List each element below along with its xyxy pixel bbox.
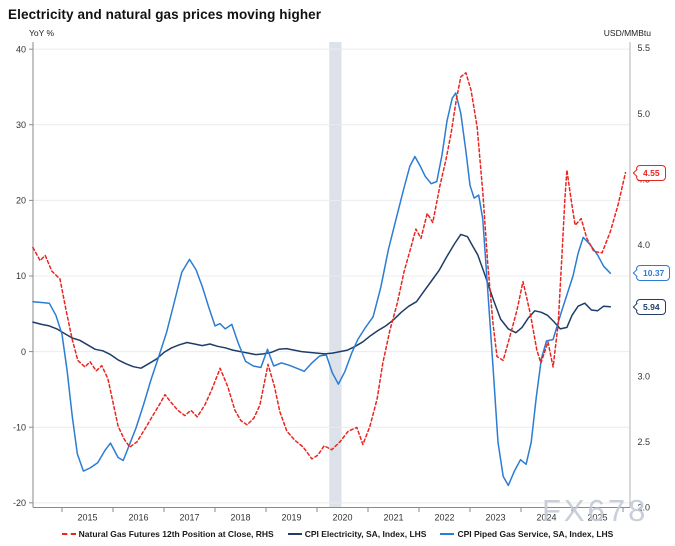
svg-text:2017: 2017	[179, 513, 199, 523]
solid-line-swatch-icon	[440, 533, 455, 535]
legend-item-electricity: CPI Electricity, SA, Index, LHS	[287, 529, 427, 539]
series-line-0	[32, 72, 627, 460]
last-value-label-piped-gas: 10.37	[636, 265, 671, 282]
svg-text:2015: 2015	[77, 513, 97, 523]
svg-text:2025: 2025	[587, 513, 607, 523]
svg-text:2021: 2021	[383, 513, 403, 523]
svg-text:2018: 2018	[230, 513, 250, 523]
svg-text:-10: -10	[13, 422, 26, 432]
svg-text:0: 0	[21, 347, 26, 357]
svg-text:20: 20	[16, 196, 26, 206]
legend-label: CPI Electricity, SA, Index, LHS	[304, 529, 427, 539]
svg-text:2022: 2022	[434, 513, 454, 523]
svg-text:2019: 2019	[281, 513, 301, 523]
svg-text:30: 30	[16, 120, 26, 130]
svg-text:4.0: 4.0	[638, 240, 651, 250]
svg-text:2024: 2024	[536, 513, 556, 523]
chart-legend: Natural Gas Futures 12th Position at Clo…	[0, 529, 675, 539]
svg-text:-20: -20	[13, 498, 26, 508]
series-line-2	[32, 92, 612, 487]
left-axis-unit: YoY %	[29, 28, 55, 38]
legend-label: CPI Piped Gas Service, SA, Index, LHS	[457, 529, 614, 539]
legend-item-piped-gas: CPI Piped Gas Service, SA, Index, LHS	[440, 529, 613, 539]
svg-text:2016: 2016	[128, 513, 148, 523]
dashed-line-swatch-icon	[61, 533, 76, 535]
svg-text:2023: 2023	[485, 513, 505, 523]
svg-text:2020: 2020	[332, 513, 352, 523]
solid-line-swatch-icon	[287, 533, 302, 535]
last-value-label-natural-gas: 4.55	[636, 164, 666, 181]
svg-text:3.0: 3.0	[638, 371, 651, 381]
series-line-1	[32, 233, 612, 369]
legend-label: Natural Gas Futures 12th Position at Clo…	[78, 529, 274, 539]
page-title: Electricity and natural gas prices movin…	[8, 7, 322, 22]
legend-item-natural-gas: Natural Gas Futures 12th Position at Clo…	[61, 529, 274, 539]
svg-text:10: 10	[16, 271, 26, 281]
svg-text:2.5: 2.5	[638, 437, 651, 447]
right-axis-unit: USD/MMBtu	[603, 28, 651, 38]
svg-text:2.0: 2.0	[638, 503, 651, 513]
watermark: FX678	[542, 493, 648, 528]
x-axis-ticks: 2015 2016 2017 2018 2019 2020 2021 2022 2023 2024…	[61, 507, 624, 523]
svg-text:40: 40	[16, 44, 26, 54]
svg-text:5.5: 5.5	[638, 43, 651, 53]
svg-text:5.0: 5.0	[638, 109, 651, 119]
recession-band	[329, 42, 342, 508]
last-value-label-electricity: 5.94	[636, 298, 666, 315]
gridlines: 40 30 20 10 0 -10 -20	[13, 44, 630, 508]
